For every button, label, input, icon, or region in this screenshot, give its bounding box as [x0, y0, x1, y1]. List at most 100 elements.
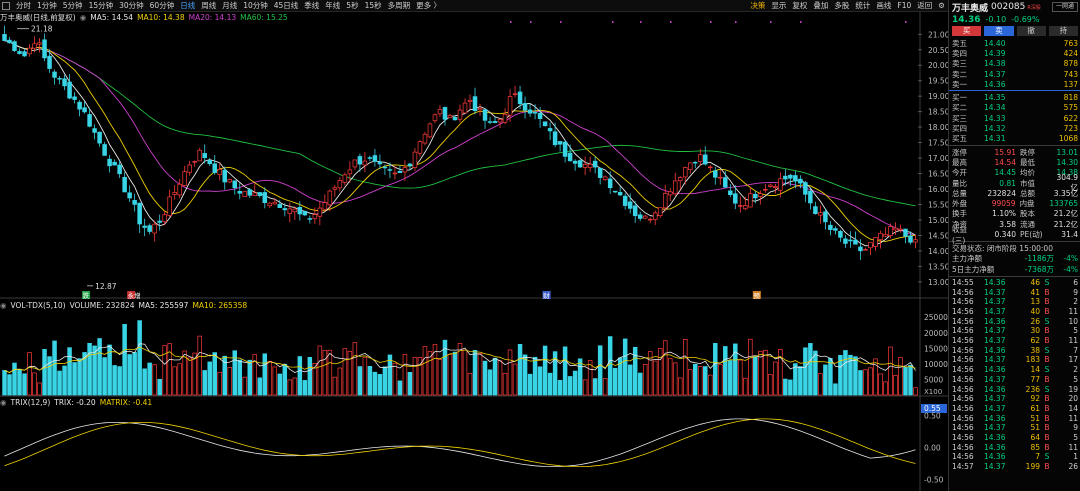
timeframe-9[interactable]: 10分钟 [243, 1, 268, 10]
order-row[interactable]: 卖四 14.39 424 [952, 48, 1078, 58]
stat-key: 流通 [1020, 219, 1035, 229]
volume-bar [562, 346, 568, 396]
order-row[interactable]: 卖二 14.37 743 [952, 69, 1078, 79]
tool-3[interactable]: 叠加 [813, 1, 829, 10]
volume-bar [347, 350, 353, 396]
order-row[interactable]: 买二 14.34 575 [952, 103, 1078, 113]
timeframe-0[interactable]: 分时 [16, 1, 31, 10]
order-row[interactable]: 卖五 14.40 763 [952, 38, 1078, 48]
order-row[interactable]: 卖一 14.36 137 [952, 79, 1078, 89]
ma-settings-icon[interactable]: ◉ [79, 12, 87, 22]
candle-body [687, 162, 693, 171]
ma10-line [4, 40, 916, 242]
trade-volume: 61 [1030, 403, 1040, 413]
ma5-label: MA5: 14.54 [90, 12, 134, 22]
trade-price: 14.36 [984, 442, 1006, 452]
volume-bar [407, 372, 413, 396]
volume-bar [182, 350, 187, 396]
timeframe-3[interactable]: 15分钟 [88, 1, 114, 10]
volume-bar [723, 346, 728, 396]
order-row[interactable]: 卖三 14.38 878 [952, 59, 1078, 69]
trade-volume: 199 [1025, 462, 1040, 472]
timeframe-15[interactable]: 多周期 [387, 1, 411, 10]
sell-button[interactable]: 卖 [984, 26, 1014, 36]
candle-body [382, 166, 388, 169]
timeframe-7[interactable]: 周线 [201, 1, 217, 10]
trade-direction: B [1044, 326, 1050, 336]
volume-bar [748, 338, 753, 396]
trade-volume: 14 [1030, 365, 1040, 375]
timeframe-5[interactable]: 60分钟 [149, 1, 175, 10]
cancel-order-button[interactable]: 撤 [1016, 26, 1046, 36]
trade-count: 11 [1068, 413, 1078, 423]
stat-value: 3.35亿 [1053, 188, 1078, 198]
tool-1[interactable]: 显示 [771, 1, 787, 10]
trix-settings-icon[interactable]: ◉ [0, 397, 7, 407]
mode-button[interactable]: 一网通 [1051, 2, 1078, 12]
candle-body [753, 193, 758, 199]
price-tick-label: 18.50 [928, 108, 948, 117]
kline-chart[interactable]: 21.00 20.50 20.00 19.50 19.00 18.50 18.00 17.50… [0, 0, 948, 491]
tool-0[interactable]: 决策 [750, 1, 766, 10]
stat-value: 0.81 [999, 178, 1016, 188]
volume-bar [522, 354, 528, 396]
settings-gear-icon[interactable]: ⚙ [938, 1, 945, 10]
candle-body [172, 192, 177, 195]
buy-button[interactable]: 买 [952, 26, 982, 36]
tool-6[interactable]: 画线 [876, 1, 892, 10]
trade-row: 14:57 14.37 199 B 26 [952, 462, 1078, 472]
vol-settings-icon[interactable]: ◉ [0, 300, 7, 310]
stat-row: 量比 0.81 市值 304.9亿 [949, 173, 1080, 192]
stat-value: 304.9亿 [1056, 173, 1078, 193]
event-marker-label: 预 [753, 291, 760, 300]
candle-body [743, 205, 748, 210]
timeframe-13[interactable]: 5秒 [346, 1, 359, 10]
signal-dot [560, 21, 562, 23]
tool-2[interactable]: 复权 [792, 1, 808, 10]
trade-price: 14.36 [984, 345, 1006, 355]
candle-body [708, 166, 713, 169]
timeframe-14[interactable]: 15秒 [364, 1, 382, 10]
trade-time: 14:56 [952, 413, 974, 423]
stat-key: 最低 [1020, 157, 1035, 167]
tool-5[interactable]: 统计 [855, 1, 871, 10]
trade-volume: 40 [1030, 307, 1040, 317]
stock-tag: R深股 [1027, 4, 1041, 11]
candle-body [527, 109, 533, 114]
timeframe-2[interactable]: 5分钟 [62, 1, 83, 10]
menu-grid-icon[interactable] [2, 1, 10, 10]
candle-body [357, 156, 363, 165]
timeframe-12[interactable]: 年线 [325, 1, 341, 10]
volume-bar [142, 368, 147, 396]
order-label: 卖一 [952, 79, 967, 89]
tool-8[interactable]: 返回 [917, 1, 933, 10]
timeframe-4[interactable]: 30分钟 [119, 1, 144, 10]
volume-bar [147, 362, 152, 396]
volume-bar [37, 382, 42, 396]
stat-key: PE(动) [1020, 230, 1043, 239]
tool-4[interactable]: 多股 [834, 1, 850, 10]
holdings-button[interactable]: 持 [1048, 26, 1078, 36]
timeframe-8[interactable]: 月线 [222, 1, 238, 10]
order-row[interactable]: 买四 14.32 723 [952, 123, 1078, 133]
tick-trades[interactable]: 14:55 14.36 46 S 6 14:56 14.37 41 B 9 14:56 14.37 13… [949, 278, 1080, 472]
timeframe-11[interactable]: 季线 [304, 1, 320, 10]
trix-tick-label: 0.00 [924, 444, 941, 453]
candle-body [793, 175, 798, 182]
order-row[interactable]: 买一 14.35 818 [952, 92, 1078, 102]
timeframe-16[interactable]: 更多 〉 [416, 1, 442, 10]
volume-bar [257, 377, 263, 396]
candle-body [387, 169, 393, 171]
volume-bar [823, 364, 828, 396]
volume-bar [597, 345, 603, 396]
vol-value: VOLUME: 232824 [69, 300, 135, 310]
timeframe-6[interactable]: 日线 [180, 1, 196, 10]
order-row[interactable]: 买五 14.31 1068 [952, 134, 1078, 144]
timeframe-1[interactable]: 1分钟 [37, 1, 57, 10]
order-row[interactable]: 买三 14.33 622 [952, 113, 1078, 123]
tool-7[interactable]: F10 [897, 1, 912, 10]
candle-body [552, 131, 558, 146]
candle-body [452, 116, 458, 121]
candle-body [557, 141, 563, 145]
timeframe-10[interactable]: 45日线 [273, 1, 299, 10]
